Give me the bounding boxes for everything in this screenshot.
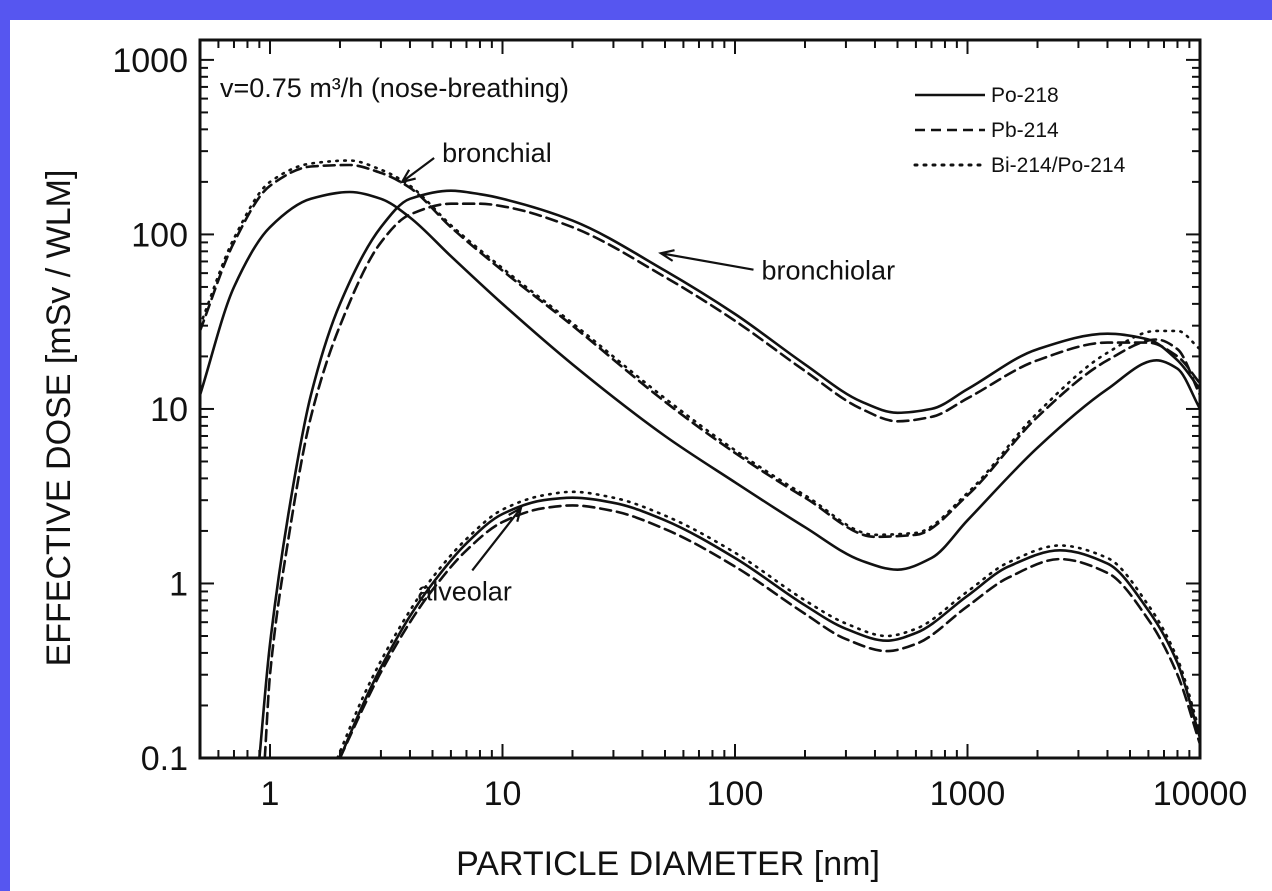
chart-paper: 1 10 100 1000 10000 0.1 1 10 100 1000 v=0.75 m³/h…: [10, 20, 1272, 891]
annotation-bronchiolar: bronchiolar: [761, 256, 895, 286]
annotation-bronchial: bronchial: [442, 138, 552, 168]
tick-labels: 1 10 100 1000 10000 0.1 1 10 100 1000: [112, 42, 1247, 813]
axis-ticks: [199, 40, 1201, 759]
y-tick-label: 10: [150, 391, 188, 429]
y-tick-label: 1: [169, 565, 188, 603]
arrow-bronchiolar: [658, 249, 754, 271]
x-tick-label: 10000: [1153, 775, 1248, 813]
arrow-bronchial: [399, 157, 435, 184]
curve-alveolar-pb-214: [338, 504, 1200, 758]
chart-title: v=0.75 m³/h (nose-breathing): [220, 73, 569, 103]
curve-bronchial-pb-214: [200, 163, 1200, 539]
legend: Po-218 Pb-214 Bi-214/Po-214: [913, 84, 1126, 177]
curves: [200, 159, 1200, 758]
x-tick-label: 1000: [930, 775, 1006, 813]
annotation-alveolar: alveolar: [417, 576, 512, 606]
y-axis-label: EFFECTIVE DOSE [mSv / WLM]: [40, 170, 78, 667]
curve-alveolar-bi-214-po-214: [336, 490, 1200, 758]
legend-label-pb214: Pb-214: [991, 119, 1059, 142]
curve-bronchiolar-po-218: [258, 189, 1200, 758]
x-axis-label: PARTICLE DIAMETER [nm]: [456, 845, 880, 883]
curve-bronchiolar-pb-214: [263, 202, 1200, 758]
effective-dose-chart: 1 10 100 1000 10000 0.1 1 10 100 1000 v=0.75 m³/h…: [40, 38, 1247, 883]
legend-label-po218: Po-218: [991, 84, 1059, 107]
curve-bronchial-bi-214-po-214: [200, 159, 1200, 537]
x-tick-label: 10: [484, 775, 522, 813]
x-tick-label: 1: [261, 775, 280, 813]
plot-frame: [198, 38, 1202, 760]
legend-label-bi214: Bi-214/Po-214: [991, 154, 1126, 177]
x-tick-label: 100: [707, 775, 764, 813]
curve-bronchial-po-218: [200, 190, 1200, 571]
y-tick-label: 100: [131, 216, 188, 254]
curve-alveolar-po-218: [338, 496, 1200, 758]
y-tick-label: 1000: [112, 42, 188, 80]
annotations: bronchial bronchiolar alveolar: [399, 138, 895, 606]
y-tick-label: 0.1: [141, 740, 188, 778]
arrow-alveolar: [471, 505, 523, 572]
